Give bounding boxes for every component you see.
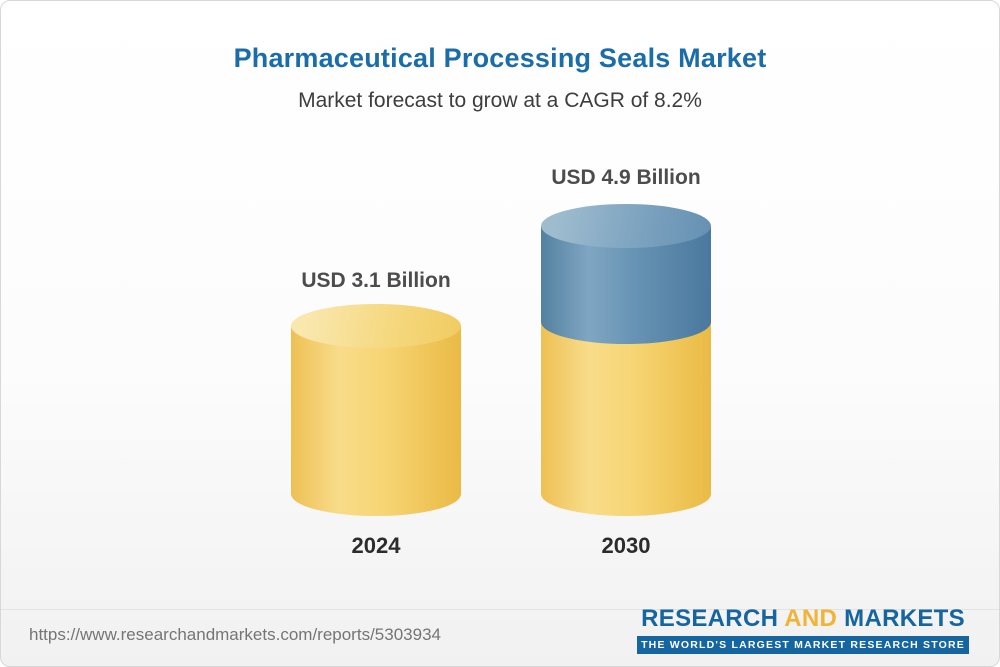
bar-2030-value-label: USD 4.9 Billion [551, 166, 701, 189]
logo-tagline: THE WORLD'S LARGEST MARKET RESEARCH STOR… [637, 636, 969, 654]
logo-word-and: AND [784, 605, 838, 632]
logo-word-markets: MARKETS [844, 605, 965, 632]
bar-2024-cylinder-top [291, 304, 461, 348]
bar-2024-cylinder-body [291, 326, 461, 516]
bar-2030-base-segment [541, 319, 711, 516]
footer-divider [1, 609, 999, 610]
bar-2024-value-label: USD 3.1 Billion [301, 269, 451, 292]
logo-word-research: RESEARCH [641, 605, 779, 632]
research-and-markets-logo: RESEARCH AND MARKETS THE WORLD'S LARGEST… [637, 605, 969, 654]
page-title: Pharmaceutical Processing Seals Market [233, 43, 767, 73]
logo-wordmark: RESEARCH AND MARKETS [637, 605, 969, 633]
bar-2030-category-label: 2030 [601, 533, 651, 558]
page-subtitle: Market forecast to grow at a CAGR of 8.2… [298, 89, 702, 112]
report-url-link[interactable]: https://www.researchandmarkets.com/repor… [29, 625, 441, 644]
bar-2030-cylinder-top [541, 204, 711, 248]
bar-2024-category-label: 2024 [351, 533, 401, 558]
